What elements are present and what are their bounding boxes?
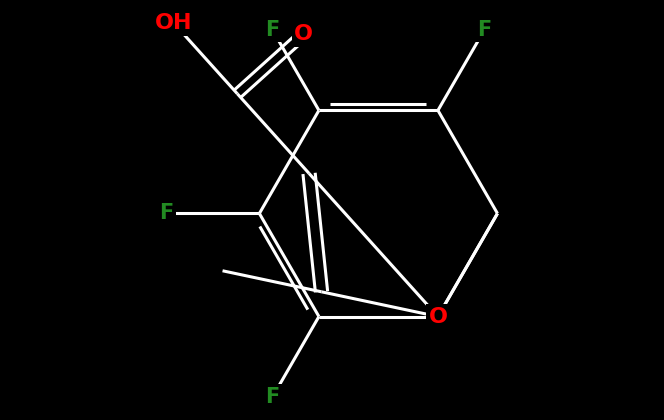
Text: F: F xyxy=(266,20,280,40)
Text: O: O xyxy=(294,24,313,44)
Text: O: O xyxy=(428,307,448,327)
Text: F: F xyxy=(266,387,280,407)
Text: OH: OH xyxy=(155,13,193,33)
Text: F: F xyxy=(159,203,174,223)
Text: F: F xyxy=(477,20,491,40)
